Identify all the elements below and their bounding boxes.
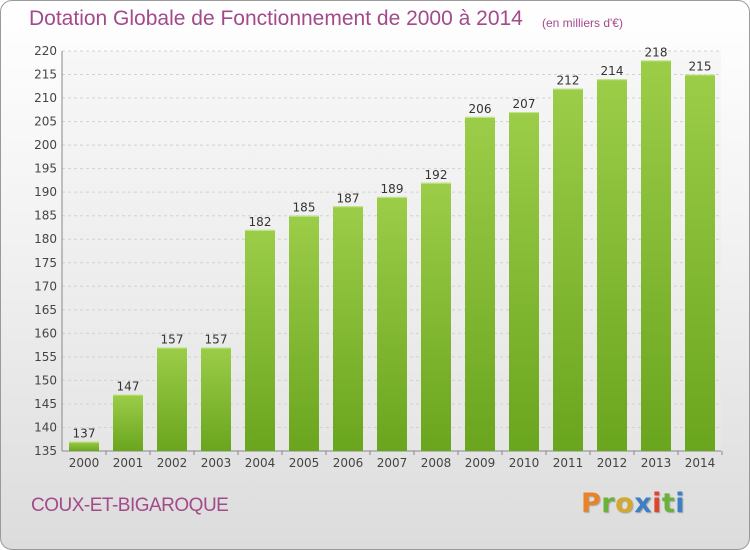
data-label: 157 (205, 332, 228, 346)
y-tick-label: 190 (34, 185, 57, 199)
x-tick-label: 2002 (157, 456, 188, 470)
y-tick-label: 145 (34, 397, 57, 411)
logo-letter: i (652, 488, 662, 519)
bar (113, 394, 143, 451)
y-tick-label: 140 (34, 420, 57, 434)
x-tick-label: 2008 (421, 456, 452, 470)
x-tick-label: 2007 (377, 456, 408, 470)
y-tick-label: 220 (34, 44, 57, 58)
x-tick-label: 2005 (289, 456, 320, 470)
logo-letter: r (601, 488, 616, 519)
unit-label: (en milliers d'€) (542, 16, 623, 30)
y-tick-label: 155 (34, 350, 57, 364)
chart-title: Dotation Globale de Fonctionnement de 20… (29, 7, 523, 30)
x-tick-label: 2014 (685, 456, 716, 470)
y-tick-label: 175 (34, 256, 57, 270)
y-tick-label: 165 (34, 303, 57, 317)
data-label: 212 (557, 74, 580, 88)
bar (201, 347, 231, 451)
data-label: 214 (601, 64, 624, 78)
x-tick-label: 2004 (245, 456, 276, 470)
x-tick-label: 2000 (69, 456, 100, 470)
x-tick-label: 2006 (333, 456, 364, 470)
x-tick-label: 2010 (509, 456, 540, 470)
logo-letter: x (634, 488, 653, 519)
y-tick-label: 205 (34, 115, 57, 129)
data-label: 207 (513, 97, 536, 111)
y-tick-label: 200 (34, 138, 57, 152)
bar (685, 74, 715, 451)
logo-letter: t (661, 488, 676, 519)
logo-letter: P (581, 488, 602, 519)
y-tick-label: 195 (34, 162, 57, 176)
bar (157, 347, 187, 451)
y-tick-label: 135 (34, 444, 57, 458)
y-tick-label: 150 (34, 373, 57, 387)
data-label: 185 (293, 201, 316, 215)
y-tick-label: 170 (34, 279, 57, 293)
bar (69, 441, 99, 451)
bar (553, 88, 583, 451)
bar (245, 229, 275, 451)
logo-letter: o (615, 488, 635, 519)
x-tick-label: 2013 (641, 456, 672, 470)
bar (597, 79, 627, 451)
y-tick-label: 180 (34, 232, 57, 246)
data-label: 182 (249, 215, 272, 229)
data-label: 157 (161, 332, 184, 346)
bar (289, 215, 319, 451)
data-label: 206 (469, 102, 492, 116)
x-tick-label: 2001 (113, 456, 144, 470)
data-label: 147 (117, 380, 140, 394)
y-tick-label: 160 (34, 326, 57, 340)
y-tick-label: 215 (34, 68, 57, 82)
data-label: 215 (689, 60, 712, 74)
y-tick-label: 210 (34, 91, 57, 105)
logo-letter: i (675, 488, 686, 519)
bar (333, 206, 363, 451)
bar (509, 112, 539, 452)
proxiti-logo: Proxiti (581, 488, 685, 519)
data-label: 187 (337, 191, 360, 205)
y-tick-label: 185 (34, 209, 57, 223)
x-tick-label: 2003 (201, 456, 232, 470)
x-tick-label: 2009 (465, 456, 496, 470)
data-label: 192 (425, 168, 448, 182)
x-tick-label: 2011 (553, 456, 584, 470)
x-tick-label: 2012 (597, 456, 628, 470)
data-label: 137 (73, 427, 96, 441)
data-label: 189 (381, 182, 404, 196)
bar (421, 182, 451, 451)
data-label: 218 (645, 45, 668, 59)
bar (641, 60, 671, 451)
commune-name: COUX-ET-BIGAROQUE (31, 495, 229, 516)
bar (465, 116, 495, 451)
bar (377, 196, 407, 451)
